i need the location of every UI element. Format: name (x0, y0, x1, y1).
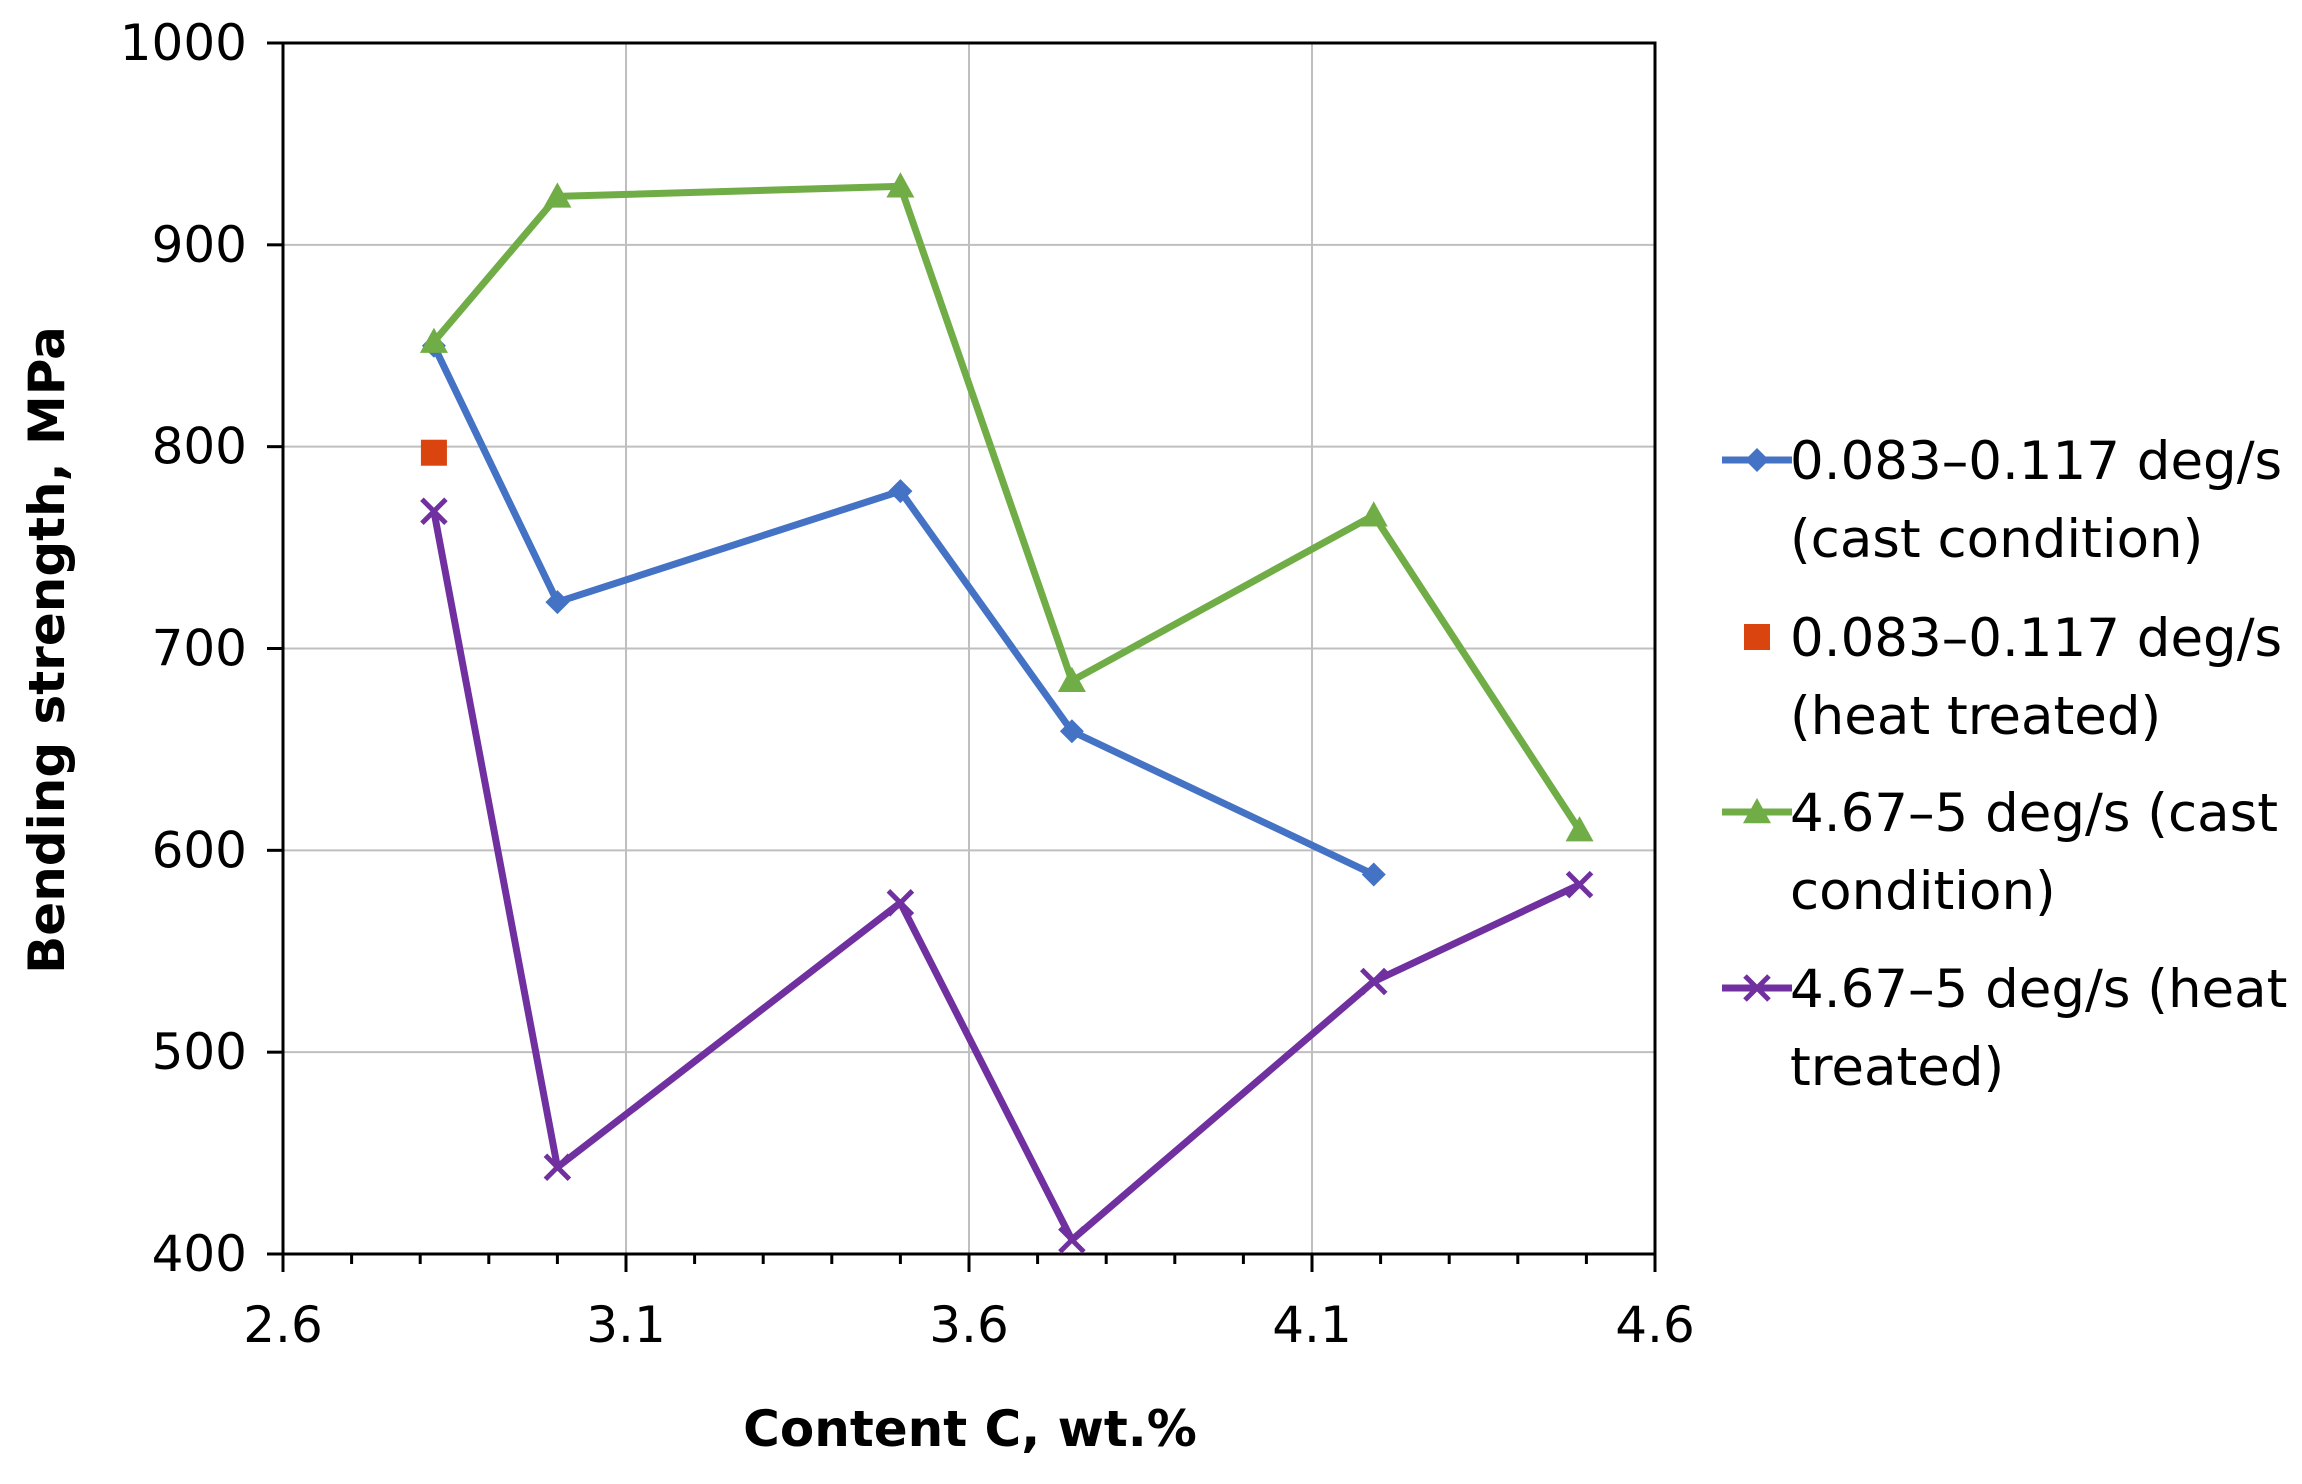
legend-label-3-line-2: condition) (1790, 861, 2056, 922)
series-layer (419, 172, 1594, 1254)
legend-label-1-line-2: (cast condition) (1790, 509, 2203, 570)
tick-labels: 400 500 600 700 800 900 1000 2.6 3.1 3.6 4.1 4.6 (120, 14, 1695, 1354)
legend-entry-1: 0.083–0.117 deg/s (cast condition) (1722, 431, 2282, 570)
series-1-point-3 (888, 479, 913, 504)
series-4-point-3 (886, 889, 915, 917)
y-axis-title: Bending strength, MPa (18, 326, 76, 974)
series-2 (420, 439, 447, 466)
y-tick-label-1000: 1000 (120, 14, 247, 72)
series-4-point-4 (1058, 1226, 1086, 1254)
legend-label-2-line-1: 0.083–0.117 deg/s (1790, 608, 2282, 669)
series-1-point-5 (1361, 862, 1386, 887)
y-tick-label-900: 900 (152, 216, 247, 274)
legend-marker-4 (1743, 974, 1771, 1002)
x-tick-label-3.6: 3.6 (929, 1296, 1009, 1354)
legend-marker-3 (1743, 798, 1771, 824)
x-tick-label-4.6: 4.6 (1615, 1296, 1695, 1354)
y-tick-label-600: 600 (152, 821, 247, 879)
series-4 (420, 497, 1594, 1254)
y-tick-label-400: 400 (152, 1225, 247, 1283)
axes (267, 41, 1657, 1272)
legend-marker-1 (1745, 448, 1769, 472)
series-4-point-2 (543, 1153, 572, 1181)
series-4-point-6 (1565, 870, 1594, 899)
legend-marker-2 (1744, 624, 1770, 650)
legend-label-4-line-1: 4.67–5 deg/s (heat (1790, 959, 2287, 1020)
series-3-point-2 (543, 182, 572, 208)
series-3-point-6 (1565, 816, 1594, 842)
x-tick-label-3.1: 3.1 (586, 1296, 666, 1354)
y-tick-label-700: 700 (152, 620, 247, 678)
series-4-point-1 (420, 497, 448, 526)
x-tick-label-2.6: 2.6 (243, 1296, 323, 1354)
series-3 (419, 172, 1594, 842)
legend-entry-4: 4.67–5 deg/s (heat treated) (1722, 959, 2287, 1098)
series-3-point-3 (886, 172, 915, 198)
legend-entry-2: 0.083–0.117 deg/s (heat treated) (1744, 608, 2282, 747)
series-4-point-5 (1359, 967, 1388, 996)
series-3-line (431, 182, 1583, 833)
legend-label-2-line-2: (heat treated) (1790, 686, 2161, 747)
series-2-point-1 (420, 439, 447, 466)
legend-label-1-line-1: 0.083–0.117 deg/s (1790, 431, 2282, 492)
series-4-line (430, 510, 1582, 1244)
y-tick-label-500: 500 (152, 1023, 247, 1081)
series-1-point-2 (545, 590, 570, 615)
legend-label-4-line-2: treated) (1790, 1037, 2004, 1098)
y-tick-label-800: 800 (152, 418, 247, 476)
series-3-point-4 (1057, 666, 1086, 692)
legend: 0.083–0.117 deg/s(cast condition)0.083–0… (1722, 431, 2287, 1098)
x-axis-title: Content C, wt.% (743, 1400, 1197, 1458)
plot-frame (281, 41, 1657, 1256)
series-1-point-4 (1059, 719, 1084, 744)
legend-label-3-line-1: 4.67–5 deg/s (cast (1790, 783, 2278, 844)
series-3-point-1 (419, 327, 448, 353)
legend-entry-3: 4.67–5 deg/s (cast condition) (1722, 783, 2278, 922)
x-tick-label-4.1: 4.1 (1272, 1296, 1352, 1354)
series-3-point-5 (1359, 501, 1388, 527)
